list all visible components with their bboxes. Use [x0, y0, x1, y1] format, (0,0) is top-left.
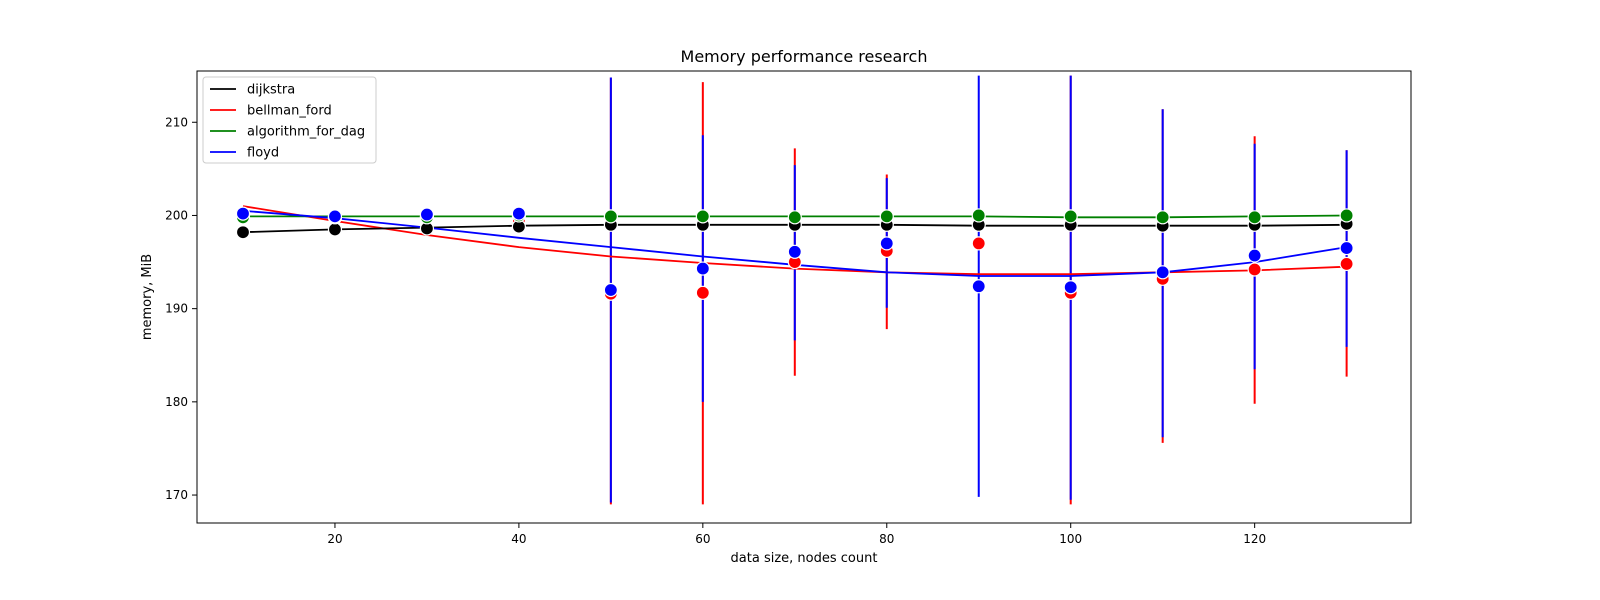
floyd-point	[511, 206, 526, 221]
x-tick-label: 60	[695, 532, 710, 546]
algorithm-for-dag-point	[787, 210, 802, 225]
algorithm-for-dag-point	[879, 209, 894, 224]
floyd-point	[1063, 280, 1078, 295]
x-tick-label: 100	[1059, 532, 1082, 546]
legend-label-floyd: floyd	[247, 146, 279, 161]
x-tick-label: 20	[327, 532, 342, 546]
floyd-point	[1155, 265, 1170, 280]
floyd-point	[879, 236, 894, 251]
bellman-ford-point	[1247, 262, 1262, 277]
algorithm-for-dag-point	[1247, 210, 1262, 225]
x-tick-label: 120	[1243, 532, 1266, 546]
algorithm-for-dag-point	[695, 209, 710, 224]
floyd-point	[235, 206, 251, 221]
floyd-point	[327, 209, 343, 224]
y-tick-label: 190	[165, 302, 188, 316]
floyd-point	[787, 244, 802, 259]
y-tick-label: 170	[165, 488, 188, 502]
x-axis-ticks: 20 40 60 80 100 120	[327, 523, 1266, 546]
algorithm-for-dag-point	[1155, 210, 1170, 225]
algorithm-for-dag-point	[1063, 209, 1078, 224]
x-axis-label: data size, nodes count	[731, 551, 878, 566]
algorithm-for-dag-point	[971, 208, 986, 223]
legend-label-dijkstra: dijkstra	[247, 83, 295, 98]
floyd-point	[1247, 248, 1262, 263]
y-tick-label: 200	[165, 208, 188, 222]
y-axis-label: memory, MiB	[140, 254, 155, 340]
chart-title: Memory performance research	[681, 47, 928, 66]
x-tick-label: 80	[879, 532, 894, 546]
y-tick-label: 180	[165, 395, 188, 409]
y-tick-label: 210	[165, 115, 188, 129]
bellman-ford-point	[1339, 256, 1354, 272]
dijkstra-point	[327, 222, 343, 237]
floyd-point	[1339, 240, 1354, 256]
dijkstra-point	[235, 225, 251, 240]
legend: dijkstra bellman_ford algorithm_for_dagflo…	[202, 76, 377, 164]
legend-label-algorithm-for-dag: algorithm_for_dag	[247, 125, 365, 140]
floyd-point	[419, 207, 435, 222]
y-axis-ticks: 170 180 190 200 210	[165, 115, 197, 502]
algorithm-for-dag-point	[603, 209, 618, 224]
floyd-point	[971, 279, 986, 294]
bellman-ford-point	[971, 236, 986, 251]
plot-frame	[196, 70, 1412, 524]
legend-label-bellman-ford: bellman_ford	[247, 104, 332, 119]
floyd-point	[603, 282, 618, 298]
floyd-point	[695, 261, 710, 276]
algorithm-for-dag-point	[1339, 208, 1354, 223]
x-tick-label: 40	[511, 532, 526, 546]
legend-box	[202, 76, 377, 164]
bellman-ford-point	[695, 285, 710, 300]
data-points-layer	[235, 206, 1354, 301]
